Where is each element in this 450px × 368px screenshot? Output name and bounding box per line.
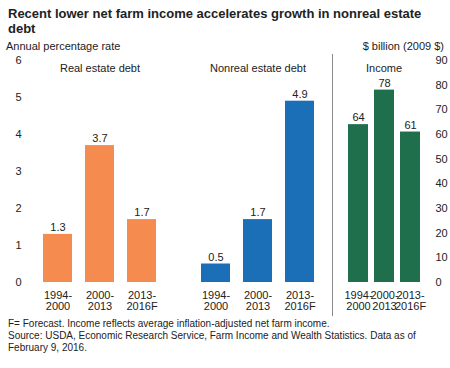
svg-text:0: 0	[436, 276, 442, 288]
svg-text:61: 61	[404, 119, 416, 131]
svg-text:1.3: 1.3	[50, 221, 65, 233]
svg-text:1.7: 1.7	[250, 206, 265, 218]
svg-text:64: 64	[352, 111, 364, 123]
svg-text:1: 1	[15, 239, 21, 251]
svg-text:60: 60	[436, 128, 448, 140]
svg-text:2013-2016F: 2013-2016F	[395, 289, 426, 312]
svg-text:2000-2013: 2000-2013	[244, 289, 272, 312]
svg-text:4: 4	[15, 128, 21, 140]
svg-text:1994-2000: 1994-2000	[202, 289, 230, 312]
svg-text:50: 50	[436, 153, 448, 165]
svg-text:40: 40	[436, 177, 448, 189]
svg-text:Income: Income	[366, 62, 402, 74]
html-text:F= Forecast. Income reflects a: F= Forecast. Income reflects average inf…	[8, 318, 330, 329]
svg-text:3.7: 3.7	[92, 132, 107, 144]
html-text:2000-: 2000-	[370, 289, 399, 302]
html-text:Source: USDA, Economic Researc: Source: USDA, Economic Research Service,…	[8, 330, 416, 353]
svg-text:3: 3	[15, 165, 21, 177]
html-text:Annual percentage rate: Annual percentage rate	[6, 40, 121, 52]
svg-text:30: 30	[436, 202, 448, 214]
svg-text:6: 6	[15, 54, 21, 66]
svg-text:20: 20	[436, 227, 448, 239]
svg-text:2: 2	[15, 202, 21, 214]
svg-text:78: 78	[378, 77, 390, 89]
svg-text:2013-2016F: 2013-2016F	[126, 289, 157, 312]
svg-text:1.7: 1.7	[134, 206, 149, 218]
svg-text:5: 5	[15, 91, 21, 103]
html-text:$ billion (2009 $): $ billion (2009 $)	[362, 40, 444, 52]
svg-text:0: 0	[15, 276, 21, 288]
html-text:2013: 2013	[372, 300, 397, 313]
svg-text:70: 70	[436, 103, 448, 115]
svg-text:Real estate debt: Real estate debt	[60, 62, 140, 74]
svg-text:1994-2000: 1994-2000	[344, 289, 372, 312]
svg-text:4.9: 4.9	[292, 88, 307, 100]
svg-text:1994-2000: 1994-2000	[44, 289, 72, 312]
html-text:Recent lower net farm income a: Recent lower net farm income accelerates…	[8, 6, 422, 36]
svg-text:2000-2013: 2000-2013	[86, 289, 114, 312]
svg-text:90: 90	[436, 54, 448, 66]
svg-text:80: 80	[436, 79, 448, 91]
svg-text:Nonreal estate debt: Nonreal estate debt	[210, 62, 306, 74]
svg-text:10: 10	[436, 251, 448, 263]
svg-text:0.5: 0.5	[208, 251, 223, 263]
svg-text:2013-2016F: 2013-2016F	[284, 289, 315, 312]
